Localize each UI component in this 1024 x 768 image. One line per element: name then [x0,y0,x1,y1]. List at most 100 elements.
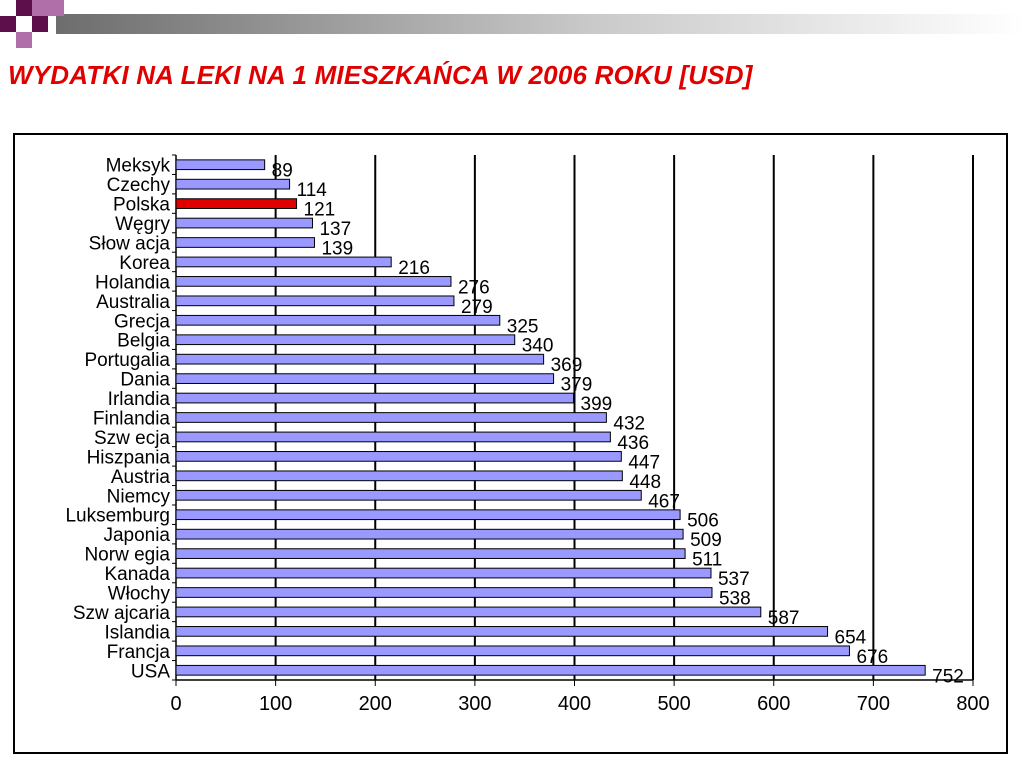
decoration-square [0,0,16,16]
data-label: 676 [856,647,888,668]
bar [175,178,291,190]
category-label: Hiszpania [87,447,171,468]
category-label: Słow acja [89,234,171,255]
data-label: 467 [648,491,680,512]
decoration-square [32,0,48,16]
bar [175,489,642,501]
bar [175,548,686,559]
category-label: Belgia [117,331,170,352]
x-tick-label: 400 [558,693,591,715]
decoration-square [32,32,48,48]
decoration-square [16,32,32,48]
data-label: 511 [692,550,722,571]
bar [175,626,829,637]
bar [175,645,850,657]
data-label: 509 [690,530,722,551]
data-label: 114 [297,180,328,201]
data-label: 89 [272,161,293,182]
x-tick-label: 800 [956,693,989,715]
bar [175,451,622,462]
bar [175,276,452,287]
category-label: USA [131,661,170,682]
data-label: 279 [461,297,493,318]
bar [175,237,315,248]
data-label: 752 [932,666,964,687]
chart-frame: 0 100 200 300 400 500 600 700 800 Meksyk 89 Czechy 1… [13,133,1008,754]
decoration-square [48,0,64,16]
x-tick-label: 0 [170,693,181,715]
category-label: Polska [113,195,170,216]
data-label: 432 [613,414,645,435]
decoration-square [32,16,48,32]
data-label: 276 [458,277,490,298]
data-label: 216 [398,258,430,279]
data-label: 340 [522,336,554,357]
category-label: Kanada [104,564,170,585]
category-label: Francja [107,642,171,663]
category-label: Japonia [103,525,170,546]
decoration-square [16,16,32,32]
category-label: Czechy [107,175,171,196]
decoration-gradient-bar [56,14,1024,34]
data-label: 139 [321,239,353,260]
data-label: 121 [304,200,336,221]
bar [175,353,545,365]
category-label: Szw ecja [94,428,170,449]
bar [175,217,313,229]
data-label: 379 [561,375,593,396]
data-label: 436 [617,433,649,454]
data-label: 537 [718,569,750,590]
x-tick-label: 600 [757,693,790,715]
x-tick-label: 300 [458,693,491,715]
bar [175,295,455,307]
category-label: Węgry [115,214,170,235]
data-label: 399 [581,394,613,415]
category-label: Norw egia [84,545,170,566]
bar [175,159,266,171]
bar [175,412,607,423]
bar [175,664,926,676]
data-label: 654 [835,627,867,648]
bar [175,587,713,598]
category-label: Niemcy [107,486,171,507]
category-label: Austria [111,467,171,488]
bar [175,431,611,443]
bar [175,470,623,482]
data-label: 325 [507,316,539,337]
bar [175,392,575,404]
bar [175,567,712,579]
decoration-square [16,0,32,16]
bar [175,373,555,384]
category-label: Grecja [114,311,170,332]
category-label: Holandia [95,272,170,293]
decoration-square [0,16,16,32]
bar [175,606,762,618]
data-label: 137 [319,219,351,240]
category-label: Meksyk [106,156,171,177]
category-label: Szw ajcaria [73,603,171,624]
category-label: Luksemburg [65,506,170,527]
category-label: Włochy [108,584,171,605]
category-label: Korea [119,253,170,274]
slide-title: WYDATKI NA LEKI NA 1 MIESZKAŃCA W 2006 R… [8,60,753,90]
data-label: 448 [629,472,661,493]
x-tick-label: 200 [359,693,392,715]
data-label: 587 [768,608,800,629]
bar [175,256,392,268]
bar-chart: 0 100 200 300 400 500 600 700 800 Meksyk 89 Czechy 1… [65,154,990,715]
bar [175,314,501,326]
bar [175,334,516,346]
data-label: 369 [551,355,583,376]
x-tick-label: 500 [657,693,690,715]
bar [175,198,298,209]
x-tick-label: 100 [259,693,292,715]
category-label: Australia [96,292,170,313]
data-label: 506 [687,511,719,532]
category-label: Islandia [105,622,171,643]
category-label: Finlandia [93,409,171,430]
title-decoration [0,0,1024,48]
category-label: Irlandia [108,389,171,410]
bar [175,509,681,521]
bar [175,528,684,540]
category-label: Portugalia [84,350,170,371]
